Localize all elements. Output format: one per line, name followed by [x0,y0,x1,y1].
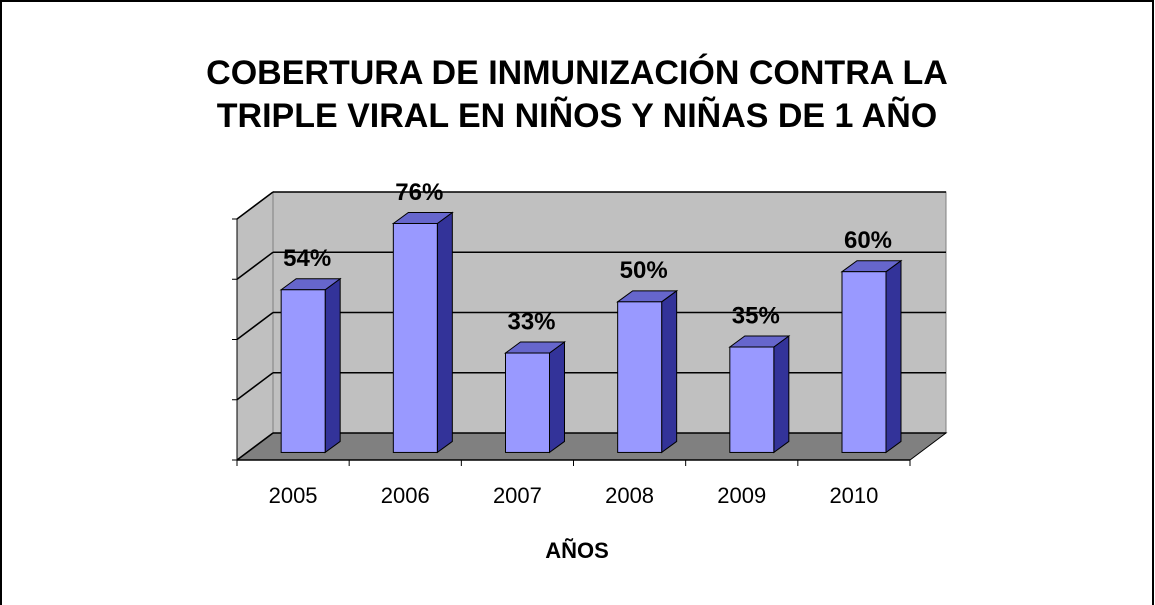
floor [235,432,948,461]
bar [280,289,326,453]
bar-side [324,277,341,454]
grid-line [236,311,274,341]
x-tick-label: 2005 [269,483,318,508]
x-tick-label: 2008 [605,483,654,508]
x-tick-label: 2009 [717,483,766,508]
data-label: 33% [507,308,555,335]
grid-line [236,251,274,280]
data-label: 60% [844,227,892,254]
bar-side [885,259,902,454]
data-label: 54% [283,245,331,272]
bar [392,222,438,453]
chart-title: COBERTURA DE INMUNIZACIÓN CONTRA LA [206,54,948,92]
bar-side [548,341,565,454]
grid-line [236,432,274,461]
bar-side [436,211,453,454]
x-axis-title: AÑOS [545,538,609,563]
bar [729,346,775,453]
bar-side [773,335,790,454]
bar [841,271,887,453]
chart-subtitle: TRIPLE VIRAL EN NIÑOS Y NIÑAS DE 1 AÑO [217,97,937,135]
x-tick-label: 2007 [493,483,542,508]
grid-line [236,372,274,401]
bar [504,352,550,453]
data-label: 76% [395,179,443,206]
bar-side [661,289,678,454]
x-tick-label: 2006 [381,483,430,508]
data-label: 50% [620,257,668,284]
data-label: 35% [732,302,780,329]
grid-line [236,191,274,220]
bar [617,301,663,453]
x-tick-label: 2010 [829,483,878,508]
